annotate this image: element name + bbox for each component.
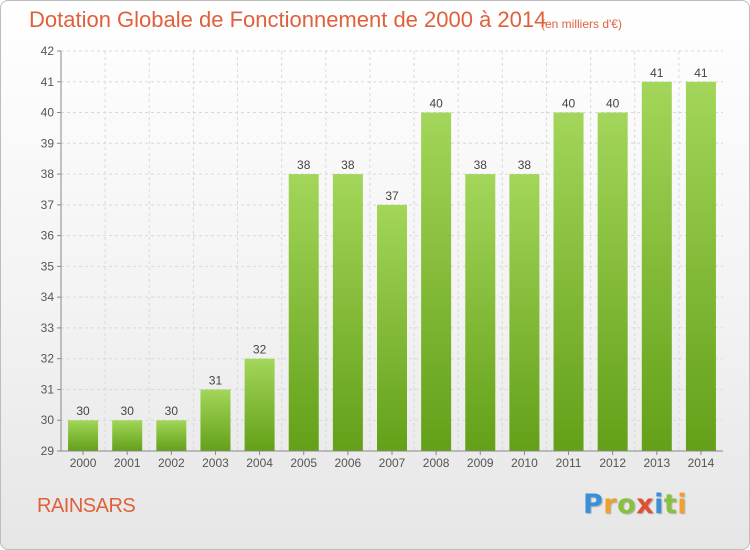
y-tick-label: 29 bbox=[41, 444, 55, 458]
y-tick-label: 35 bbox=[41, 259, 55, 273]
bar bbox=[641, 81, 672, 452]
x-tick-label: 2006 bbox=[335, 456, 362, 470]
bar bbox=[685, 81, 716, 452]
x-tick-label: 2001 bbox=[114, 456, 141, 470]
data-label: 30 bbox=[165, 404, 179, 418]
bar bbox=[68, 420, 99, 451]
logo-letter: P bbox=[583, 489, 604, 520]
data-label: 32 bbox=[253, 343, 267, 357]
bar bbox=[156, 420, 187, 451]
data-label: 30 bbox=[121, 404, 135, 418]
bars bbox=[68, 81, 716, 452]
proxiti-logo: Proxiti bbox=[583, 489, 687, 520]
y-tick-label: 33 bbox=[41, 321, 55, 335]
bar bbox=[112, 420, 143, 451]
logo-letter: o bbox=[617, 489, 637, 520]
y-tick-label: 34 bbox=[41, 290, 55, 304]
logo-letter: t bbox=[663, 489, 678, 520]
data-label: 31 bbox=[209, 373, 223, 387]
logo-letter: r bbox=[603, 489, 618, 520]
y-tick-label: 32 bbox=[41, 352, 55, 366]
data-label: 40 bbox=[429, 97, 443, 111]
bar bbox=[200, 389, 231, 451]
bar bbox=[421, 112, 452, 452]
logo-letter: i bbox=[677, 489, 688, 520]
place-name: RAINSARS bbox=[37, 495, 136, 517]
x-tick-label: 2011 bbox=[556, 456, 582, 470]
logo-letter: x bbox=[636, 489, 655, 520]
bar bbox=[332, 174, 363, 452]
bar bbox=[377, 204, 407, 451]
data-label: 38 bbox=[297, 158, 311, 172]
data-label: 41 bbox=[694, 66, 708, 80]
y-tick-label: 40 bbox=[41, 106, 55, 120]
unit-note: (en milliers d'€) bbox=[541, 17, 622, 31]
y-tick-label: 31 bbox=[41, 382, 55, 396]
x-tick-label: 2002 bbox=[158, 456, 185, 470]
y-tick-label: 41 bbox=[41, 75, 55, 89]
bar bbox=[244, 358, 275, 451]
y-tick-label: 39 bbox=[41, 136, 55, 150]
data-label: 38 bbox=[341, 158, 355, 172]
bar bbox=[509, 174, 540, 452]
y-tick-label: 36 bbox=[41, 229, 55, 243]
x-tick-label: 2008 bbox=[423, 456, 450, 470]
bar bbox=[288, 174, 319, 452]
data-label: 30 bbox=[76, 404, 90, 418]
x-tick-label: 2000 bbox=[70, 456, 97, 470]
data-label: 40 bbox=[606, 97, 620, 111]
x-tick-label: 2003 bbox=[202, 456, 229, 470]
data-label: 37 bbox=[385, 189, 399, 203]
x-tick-label: 2013 bbox=[643, 456, 670, 470]
y-tick-label: 37 bbox=[41, 198, 55, 212]
bar bbox=[553, 112, 584, 452]
labels: 30 30 30 31 32 38 38 37 40 38 38 40 40 41 41 bbox=[76, 66, 708, 418]
x-tick-label: 2005 bbox=[290, 456, 317, 470]
y-tick-label: 38 bbox=[41, 167, 55, 181]
x-tick-label: 2010 bbox=[511, 456, 538, 470]
x-tick-label: 2012 bbox=[599, 456, 626, 470]
data-label: 38 bbox=[518, 158, 532, 172]
y-tick-label: 30 bbox=[41, 413, 55, 427]
data-label: 38 bbox=[474, 158, 488, 172]
logo-letter: i bbox=[654, 489, 664, 520]
x-tick-label: 2004 bbox=[246, 456, 273, 470]
x-tick-label: 2009 bbox=[467, 456, 494, 470]
chart-title: Dotation Globale de Fonctionnement de 20… bbox=[29, 7, 547, 32]
x-tick-label: 2014 bbox=[688, 456, 715, 470]
y-tick-label: 42 bbox=[41, 44, 55, 58]
bar bbox=[465, 174, 496, 452]
data-label: 40 bbox=[562, 97, 576, 111]
x-tick-label: 2007 bbox=[379, 456, 406, 470]
axes: 29 30 31 32 33 34 35 36 37 38 39 40 41 42 2000 2001 2002… bbox=[41, 44, 723, 470]
data-label: 41 bbox=[650, 66, 664, 80]
bar bbox=[597, 112, 628, 452]
